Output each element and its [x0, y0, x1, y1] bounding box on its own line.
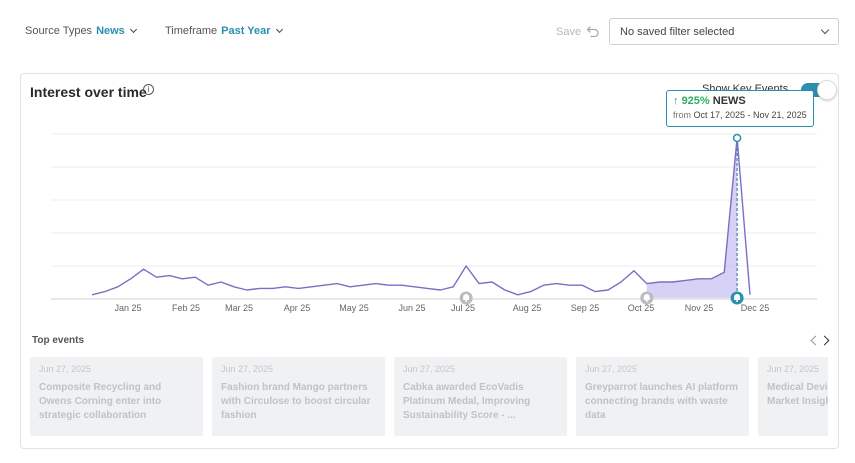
x-tick-label: Jun 25 [398, 303, 425, 313]
bell-icon [643, 294, 650, 300]
chevron-down-icon [129, 25, 137, 34]
x-tick-label: Apr 25 [284, 303, 311, 313]
x-tick-label: Dec 25 [741, 303, 770, 313]
event-headline: Medical Device Pharmaceutical Market Ins… [767, 382, 828, 407]
timeframe-filter[interactable]: Timeframe Past Year [165, 25, 283, 37]
bell-icon [734, 294, 741, 300]
bell-icon-clapper [736, 300, 739, 302]
chevron-right-icon[interactable] [819, 335, 830, 346]
event-headline: Fashion brand Mango partners with Circul… [221, 382, 371, 421]
top-events-strip: Jun 27, 2025 Composite Recycling and Owe… [30, 357, 828, 437]
event-date: Jun 27, 2025 [767, 364, 820, 374]
source-types-filter[interactable]: Source Types News [25, 25, 137, 37]
event-card[interactable]: Jun 27, 2025 Medical Device Pharmaceutic… [758, 357, 828, 436]
source-types-label: Source Types [25, 25, 93, 37]
x-tick-label: Mar 25 [225, 303, 253, 313]
x-tick-label: Sep 25 [571, 303, 600, 313]
event-card[interactable]: Jun 27, 2025 Cabka awarded EcoVadis Plat… [394, 357, 567, 436]
event-date: Jun 27, 2025 [39, 364, 92, 374]
tooltip-from-label: from [673, 110, 691, 120]
event-headline: Composite Recycling and Owens Corning en… [39, 382, 162, 421]
bell-icon-clapper [465, 300, 468, 302]
chevron-down-icon [820, 25, 830, 34]
arrow-up-icon: ↑ [673, 95, 679, 107]
timeframe-label: Timeframe [165, 25, 218, 37]
saved-filter-value: No saved filter selected [620, 25, 735, 38]
event-date: Jun 27, 2025 [221, 364, 274, 374]
interest-over-time-card: Interest over time i Show Key Events Jan… [20, 73, 839, 449]
x-tick-label: Feb 25 [172, 303, 200, 313]
toggle-knob [817, 80, 837, 100]
peak-point [732, 133, 742, 143]
event-card[interactable]: Jun 27, 2025 Fashion brand Mango partner… [212, 357, 385, 436]
series-line [91, 137, 751, 296]
timeframe-value: Past Year [221, 25, 271, 37]
tooltip-source: NEWS [712, 95, 746, 107]
event-date: Jun 27, 2025 [403, 364, 456, 374]
event-card[interactable]: Jun 27, 2025 Greyparrot launches AI plat… [576, 357, 749, 436]
source-types-value: News [96, 25, 125, 37]
x-tick-label: Jul 25 [451, 303, 475, 313]
top-events-title: Top events [32, 335, 85, 346]
save-button[interactable]: Save [556, 26, 582, 38]
tooltip-percent: 925% [681, 95, 710, 107]
interest-chart: Jan 25 Feb 25 Mar 25 Apr 25 May 25 Jun 25 Jul … [51, 133, 817, 313]
event-card[interactable]: Jun 27, 2025 Composite Recycling and Owe… [30, 357, 203, 436]
chevron-down-icon [275, 25, 283, 34]
info-icon[interactable]: i [143, 84, 154, 95]
tooltip-dates: Oct 17, 2025 - Nov 21, 2025 [693, 110, 807, 120]
chart-tooltip: ↑ 925% NEWS from Oct 17, 2025 - Nov 21, … [666, 90, 814, 127]
x-tick-label: May 25 [339, 303, 369, 313]
saved-filter-select[interactable]: No saved filter selected [609, 18, 839, 45]
x-tick-label: Aug 25 [513, 303, 542, 313]
event-headline: Cabka awarded EcoVadis Platinum Medal, I… [403, 382, 531, 421]
undo-icon[interactable] [586, 24, 600, 38]
event-headline: Greyparrot launches AI platform connecti… [585, 382, 738, 421]
highlight-area [646, 138, 738, 298]
card-title: Interest over time [30, 84, 147, 100]
bell-icon [463, 294, 470, 300]
x-tick-label: Jan 25 [114, 303, 141, 313]
bell-icon-clapper [645, 300, 648, 302]
x-tick-label: Nov 25 [685, 303, 714, 313]
event-date: Jun 27, 2025 [585, 364, 638, 374]
x-tick-label: Oct 25 [628, 303, 655, 313]
